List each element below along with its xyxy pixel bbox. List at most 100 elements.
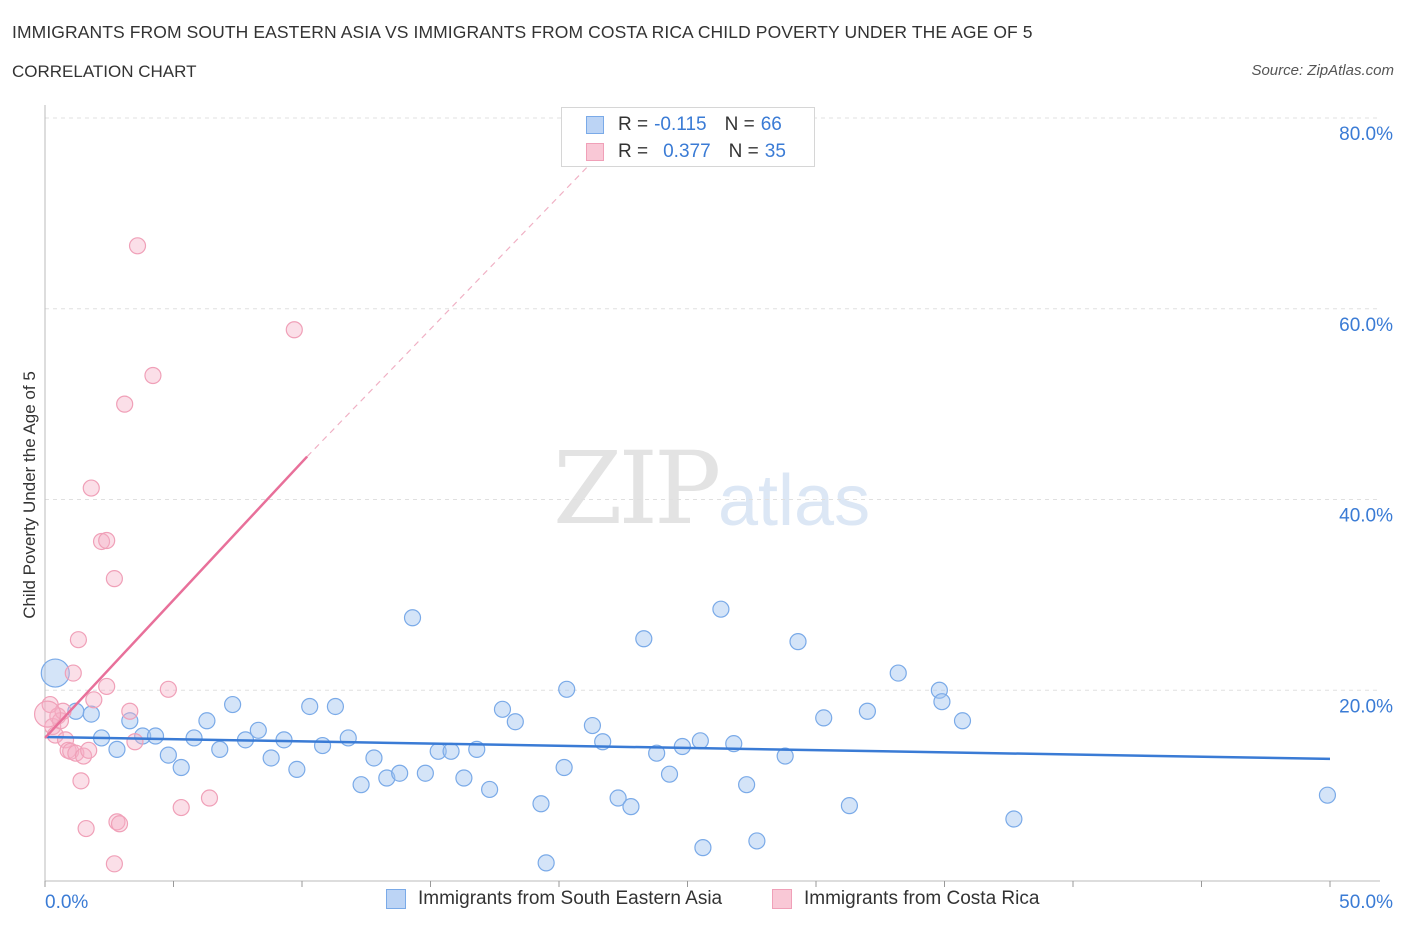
data-point-south-eastern-asia bbox=[1005, 810, 1023, 828]
data-point-south-eastern-asia bbox=[694, 839, 712, 857]
y-axis-label: Child Poverty Under the Age of 5 bbox=[20, 371, 39, 619]
data-point-south-eastern-asia bbox=[1318, 786, 1337, 804]
data-point-south-eastern-asia bbox=[262, 749, 280, 767]
data-point-south-eastern-asia bbox=[442, 742, 460, 760]
data-point-costa-rica bbox=[105, 570, 123, 588]
data-point-costa-rica bbox=[82, 479, 100, 497]
data-point-south-eastern-asia bbox=[691, 732, 709, 750]
bottom-legend-swatch-blue bbox=[386, 889, 406, 909]
data-point-south-eastern-asia bbox=[840, 797, 859, 815]
data-point-costa-rica bbox=[144, 366, 162, 385]
data-point-costa-rica bbox=[77, 819, 95, 838]
correlation-legend: R = -0.115 N = 66 R = 0.377 N = 35 bbox=[561, 107, 815, 167]
watermark-atlas: atlas bbox=[718, 461, 871, 541]
data-point-south-eastern-asia bbox=[660, 765, 679, 783]
data-point-south-eastern-asia bbox=[635, 630, 653, 648]
data-point-south-eastern-asia bbox=[40, 658, 70, 688]
data-point-south-eastern-asia bbox=[481, 780, 499, 799]
data-point-south-eastern-asia bbox=[185, 729, 203, 747]
chart-title: IMMIGRANTS FROM SOUTH EASTERN ASIA VS IM… bbox=[12, 22, 1033, 42]
y-tick-label: 80.0% bbox=[1339, 124, 1393, 145]
data-point-south-eastern-asia bbox=[121, 712, 139, 730]
legend-n-label: N = bbox=[728, 141, 759, 162]
data-point-south-eastern-asia bbox=[403, 609, 422, 627]
data-point-south-eastern-asia bbox=[378, 769, 396, 787]
legend-n-value: 66 bbox=[760, 114, 782, 135]
y-tick-label: 20.0% bbox=[1339, 696, 1393, 717]
data-point-south-eastern-asia bbox=[108, 740, 126, 758]
legend-r-value: 0.377 bbox=[663, 141, 711, 162]
data-point-costa-rica bbox=[64, 664, 82, 682]
bottom-legend-label: Immigrants from South Eastern Asia bbox=[418, 888, 723, 909]
legend-n-label: N = bbox=[724, 114, 755, 135]
data-point-south-eastern-asia bbox=[391, 764, 409, 782]
data-point-costa-rica bbox=[105, 855, 123, 873]
data-point-south-eastern-asia bbox=[933, 693, 951, 711]
data-point-south-eastern-asia bbox=[858, 702, 877, 720]
data-point-costa-rica bbox=[69, 631, 88, 649]
data-point-south-eastern-asia bbox=[789, 633, 807, 651]
data-point-south-eastern-asia bbox=[339, 729, 357, 747]
data-point-costa-rica bbox=[72, 772, 90, 790]
data-point-south-eastern-asia bbox=[815, 709, 833, 727]
data-point-south-eastern-asia bbox=[82, 705, 100, 723]
data-point-south-eastern-asia bbox=[301, 697, 319, 716]
y-tick-label: 40.0% bbox=[1339, 506, 1393, 527]
bottom-legend-swatch-pink bbox=[772, 889, 792, 909]
data-point-costa-rica bbox=[80, 741, 98, 759]
data-point-south-eastern-asia bbox=[532, 795, 550, 813]
trend-line-south-eastern-asia bbox=[44, 735, 1331, 761]
data-point-costa-rica bbox=[33, 700, 62, 728]
y-tick-label: 60.0% bbox=[1339, 315, 1393, 336]
bottom-legend-south-eastern-asia: Immigrants from South Eastern Asia bbox=[386, 888, 722, 910]
data-point-south-eastern-asia bbox=[776, 747, 794, 765]
data-point-south-eastern-asia bbox=[583, 716, 602, 735]
x-tick-label: 0.0% bbox=[45, 892, 88, 913]
legend-r-value: -0.115 bbox=[654, 114, 707, 135]
bottom-legend-label: Immigrants from Costa Rica bbox=[804, 888, 1040, 909]
data-point-south-eastern-asia bbox=[313, 736, 332, 755]
data-point-costa-rica bbox=[200, 789, 219, 807]
trend-line-extension-costa-rica bbox=[306, 158, 596, 457]
source-credit: Source: ZipAtlas.com bbox=[1251, 62, 1394, 79]
data-point-costa-rica bbox=[121, 702, 139, 720]
data-point-south-eastern-asia bbox=[748, 832, 766, 850]
data-point-south-eastern-asia bbox=[288, 760, 306, 779]
data-point-costa-rica bbox=[85, 691, 103, 709]
data-point-costa-rica bbox=[159, 680, 177, 698]
data-point-costa-rica bbox=[110, 815, 129, 833]
data-point-south-eastern-asia bbox=[198, 712, 216, 730]
data-point-south-eastern-asia bbox=[172, 758, 190, 777]
legend-swatch-pink bbox=[586, 143, 604, 161]
data-point-costa-rica bbox=[98, 531, 116, 550]
data-point-south-eastern-asia bbox=[712, 600, 730, 618]
data-point-costa-rica bbox=[108, 813, 126, 831]
data-point-costa-rica bbox=[98, 677, 116, 696]
data-point-south-eastern-asia bbox=[224, 695, 242, 714]
legend-n-value: 35 bbox=[764, 141, 786, 162]
legend-row-south-eastern-asia: R = -0.115 N = 66 bbox=[586, 113, 782, 137]
data-point-south-eastern-asia bbox=[416, 764, 434, 782]
data-point-costa-rica bbox=[126, 733, 144, 751]
x-tick-label: 50.0% bbox=[1339, 892, 1393, 913]
data-point-south-eastern-asia bbox=[211, 740, 229, 758]
chart-subtitle: CORRELATION CHART bbox=[12, 62, 197, 81]
trend-line-costa-rica bbox=[44, 455, 309, 739]
data-point-south-eastern-asia bbox=[953, 712, 972, 730]
data-point-south-eastern-asia bbox=[558, 680, 576, 698]
data-point-south-eastern-asia bbox=[326, 697, 345, 716]
data-point-south-eastern-asia bbox=[506, 713, 524, 731]
data-point-south-eastern-asia bbox=[537, 854, 555, 872]
data-point-costa-rica bbox=[116, 395, 134, 413]
legend-swatch-blue bbox=[586, 116, 604, 134]
watermark-zip: ZIP bbox=[553, 430, 721, 547]
legend-r-label: R = bbox=[618, 141, 649, 162]
data-point-south-eastern-asia bbox=[352, 776, 370, 794]
data-point-south-eastern-asia bbox=[648, 744, 666, 762]
data-point-south-eastern-asia bbox=[555, 758, 573, 777]
data-point-costa-rica bbox=[128, 237, 147, 255]
data-point-south-eastern-asia bbox=[455, 769, 473, 787]
data-point-south-eastern-asia bbox=[622, 798, 640, 816]
data-point-costa-rica bbox=[285, 321, 303, 339]
